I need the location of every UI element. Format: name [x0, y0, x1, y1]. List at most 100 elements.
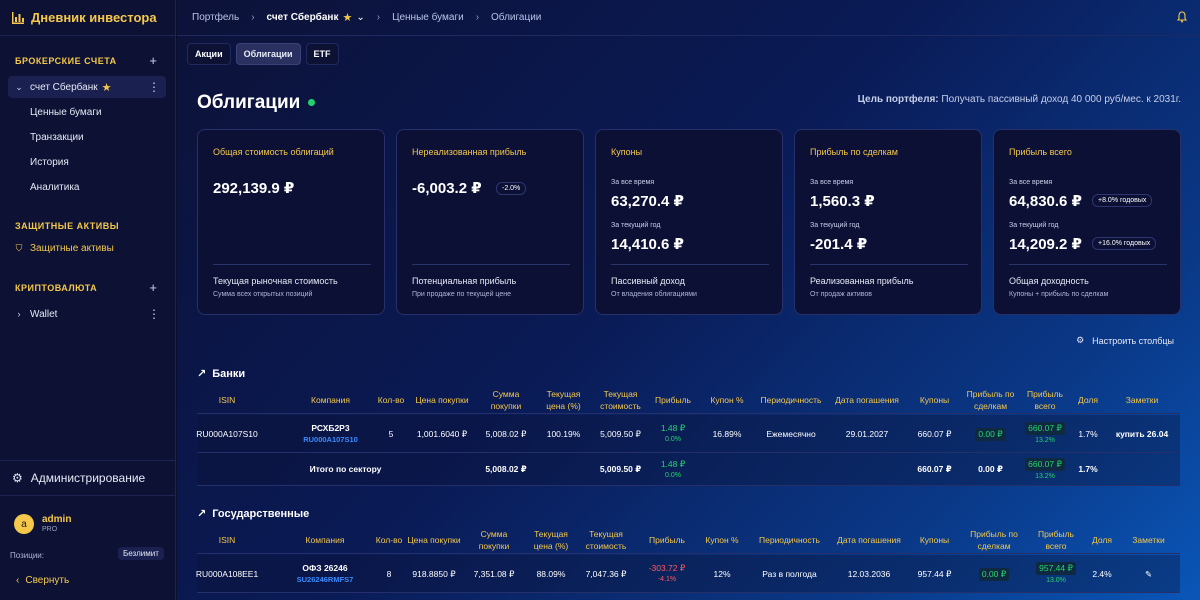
column-header[interactable]: Прибыль по сделкам [966, 389, 1015, 411]
chevron-down-icon[interactable]: ⌄ [356, 12, 365, 23]
profit-cell: 1.48 ₽ 0.0% [647, 415, 699, 453]
isin-cell: RU000A107S10 [196, 415, 257, 453]
gear-icon: ⚙ [12, 471, 23, 485]
column-header[interactable]: Текущая стоимость [585, 529, 627, 551]
bar-chart-icon [12, 11, 24, 24]
column-header[interactable]: Сумма покупки [478, 529, 510, 551]
column-header[interactable]: Компания [311, 395, 350, 405]
breadcrumb-account[interactable]: счет Сбербанк [266, 12, 339, 23]
column-header[interactable]: Периодичность [760, 395, 822, 405]
total-coupons-value: 660.07 ₽ [917, 464, 952, 474]
share-cell-value: 2.4% [1092, 568, 1112, 579]
breadcrumb-securities[interactable]: Ценные бумаги [392, 12, 464, 23]
column-header[interactable]: Прибыль [655, 395, 691, 405]
card-value-year: -201.4 ₽ [810, 236, 868, 253]
sidebar-item-analytics[interactable]: Аналитика [30, 182, 80, 193]
edit-icon[interactable]: ✎ [1144, 568, 1153, 579]
sector-title-banks: ↗ Банки [197, 367, 245, 381]
column-header[interactable]: Доля [1078, 395, 1098, 405]
app-logo[interactable]: Дневник инвестора [0, 0, 175, 36]
company-code-link[interactable]: RU000A107S10 [303, 435, 358, 444]
column-header[interactable]: Прибыль по сделкам [970, 529, 1018, 551]
sidebar-item-history[interactable]: История [30, 157, 69, 168]
card-label-year: За текущий год [611, 222, 661, 229]
column-header[interactable]: Дата погашения [835, 395, 899, 405]
avatar[interactable]: a [14, 514, 34, 534]
column-header[interactable]: Заметки [1125, 395, 1159, 405]
total-share: 1.7% [1072, 453, 1104, 486]
column-header[interactable]: Прибыль [649, 535, 685, 545]
admin-label: Администрирование [30, 471, 146, 485]
total-profit-value: 957.44 ₽ [1036, 562, 1076, 575]
sidebar-item-securities[interactable]: Ценные бумаги [30, 107, 102, 118]
column-header[interactable]: Текущая стоимость [600, 389, 641, 411]
total-label-value: Итого по сектору [309, 464, 382, 474]
buy-sum-cell: 5,008.02 ₽ [477, 415, 535, 453]
total-profit: 1.48 ₽ 0.0% [647, 453, 699, 486]
more-icon[interactable]: ⋮ [148, 80, 160, 94]
coupon-cell-value: 12% [713, 568, 731, 579]
column-header[interactable]: Доля [1092, 535, 1112, 545]
user-plan: PRO [42, 526, 58, 533]
total-cur-value-value: 5,009.50 ₽ [599, 464, 642, 474]
bell-icon[interactable] [1176, 11, 1188, 23]
share-cell: 1.7% [1072, 415, 1104, 453]
card-label-all: За все время [611, 179, 655, 186]
sidebar-item-protective[interactable]: ⛉ Защитные активы [8, 237, 166, 259]
tab-stocks[interactable]: Акции [187, 43, 231, 65]
cur-price-cell-value: 88.09% [536, 568, 566, 579]
column-header[interactable]: Дата погашения [837, 535, 901, 545]
column-header[interactable]: Компания [305, 535, 345, 545]
buy-price-cell-value: 918.8850 ₽ [412, 568, 456, 579]
column-header[interactable]: Прибыль всего [1027, 389, 1063, 411]
add-account-icon[interactable]: + [149, 53, 157, 68]
column-header[interactable]: Сумма покупки [490, 389, 522, 411]
tab-etf[interactable]: ETF [305, 43, 339, 65]
sidebar-item-account[interactable]: ⌄ счет Сбербанк ★ ⋮ [8, 76, 166, 98]
profit-pct: 0.0% [665, 436, 681, 443]
card-coupons: Купоны За все время 63,270.4 ₽ За текущи… [595, 129, 783, 315]
tab-bonds[interactable]: Облигации [235, 43, 301, 65]
more-icon[interactable]: ⋮ [148, 307, 160, 321]
card-label-all: За все время [1009, 179, 1053, 186]
table-row[interactable] [197, 555, 1180, 593]
column-header[interactable]: Купоны [919, 535, 950, 545]
sidebar: Дневник инвестора БРОКЕРСКИЕ СЧЕТА + ⌄ с… [0, 0, 176, 600]
column-header[interactable]: ISIN [218, 395, 236, 405]
column-header[interactable]: Кол-во [375, 535, 403, 545]
qty-cell-value: 8 [386, 568, 392, 579]
add-crypto-icon[interactable]: + [149, 280, 157, 295]
card-foot-title: Текущая рыночная стоимость [213, 276, 338, 286]
column-header[interactable]: Периодичность [759, 535, 820, 545]
profit-value: 1.48 ₽ [660, 458, 686, 469]
configure-columns-button[interactable]: ⚙ Настроить столбцы [1076, 335, 1174, 346]
column-header[interactable]: Купон % [710, 395, 744, 405]
user-name: admin [42, 514, 72, 525]
company-code-link[interactable]: SU26246RMFS7 [296, 575, 354, 584]
collapse-button[interactable]: ‹ Свернуть [16, 575, 69, 586]
column-header[interactable]: Прибыль всего [1038, 529, 1074, 551]
column-header[interactable]: Текущая цена (%) [533, 529, 569, 551]
card-title: Общая стоимость облигаций [213, 147, 334, 157]
cur-value-cell: 5,009.50 ₽ [592, 415, 649, 453]
table-row[interactable] [197, 415, 1180, 453]
sidebar-item-transactions[interactable]: Транзакции [30, 132, 84, 143]
page-title: Облигации [197, 92, 301, 113]
deal-profit-value: 0.00 ₽ [975, 427, 1006, 441]
total-buy-sum-value: 5,008.02 ₽ [485, 464, 527, 474]
column-header[interactable]: Заметки [1132, 535, 1165, 545]
column-header[interactable]: Купон % [705, 535, 739, 545]
share-cell: 2.4% [1082, 555, 1122, 593]
column-header[interactable]: Купоны [919, 395, 950, 405]
chevron-left-icon: ‹ [16, 575, 20, 586]
configure-columns-label: Настроить столбцы [1092, 335, 1174, 346]
breadcrumb-portfolio[interactable]: Портфель [192, 12, 240, 23]
coupons-cell-value: 957.44 ₽ [917, 568, 952, 579]
column-header[interactable]: Текущая цена (%) [546, 389, 581, 411]
admin-link[interactable]: ⚙ Администрирование [0, 460, 176, 496]
column-header[interactable]: Кол-во [377, 395, 405, 405]
column-header[interactable]: Цена покупки [407, 535, 461, 545]
column-header[interactable]: ISIN [218, 535, 236, 545]
column-header[interactable]: Цена покупки [415, 395, 469, 405]
sidebar-item-wallet[interactable]: › Wallet ⋮ [8, 303, 166, 325]
